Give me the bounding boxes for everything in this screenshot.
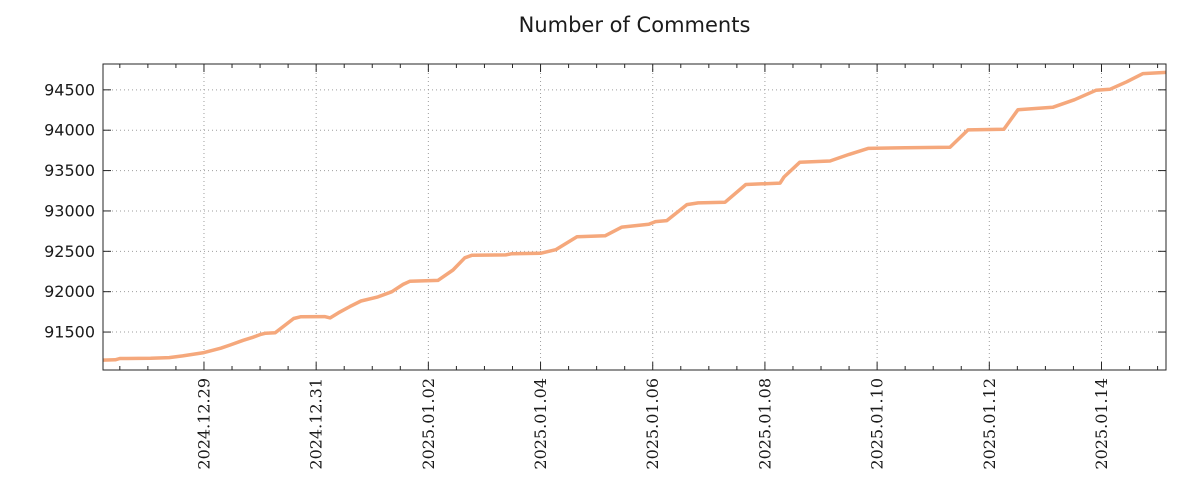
x-tick-label: 2025.01.08 (755, 378, 774, 470)
x-tick-label: 2025.01.12 (980, 378, 999, 470)
y-tick-label: 93000 (44, 201, 95, 220)
y-tick-label: 94000 (44, 121, 95, 140)
x-tick-label: 2024.12.31 (307, 378, 326, 470)
x-tick-label: 2025.01.04 (531, 378, 550, 470)
x-tick-label: 2025.01.14 (1092, 378, 1111, 470)
series-line (102, 70, 1167, 362)
plot-border (102, 63, 1167, 371)
gridlines (104, 65, 1165, 369)
x-tick-label: 2025.01.02 (419, 378, 438, 470)
y-tick-label: 92500 (44, 242, 95, 261)
axis-ticks (103, 64, 1166, 370)
y-tick-label: 93500 (44, 161, 95, 180)
axis-labels: 91500 92000 92500 93000 93500 94000 94500 2024.… (44, 80, 1111, 469)
y-tick-label: 91500 (44, 323, 95, 342)
y-tick-label: 92000 (44, 282, 95, 301)
x-tick-label: 2025.01.06 (643, 378, 662, 470)
x-tick-label: 2024.12.29 (194, 378, 213, 470)
series-group (102, 70, 1167, 362)
x-tick-label: 2025.01.10 (868, 378, 887, 470)
chart-title: Number of Comments (518, 13, 751, 37)
y-tick-label: 94500 (44, 80, 95, 99)
